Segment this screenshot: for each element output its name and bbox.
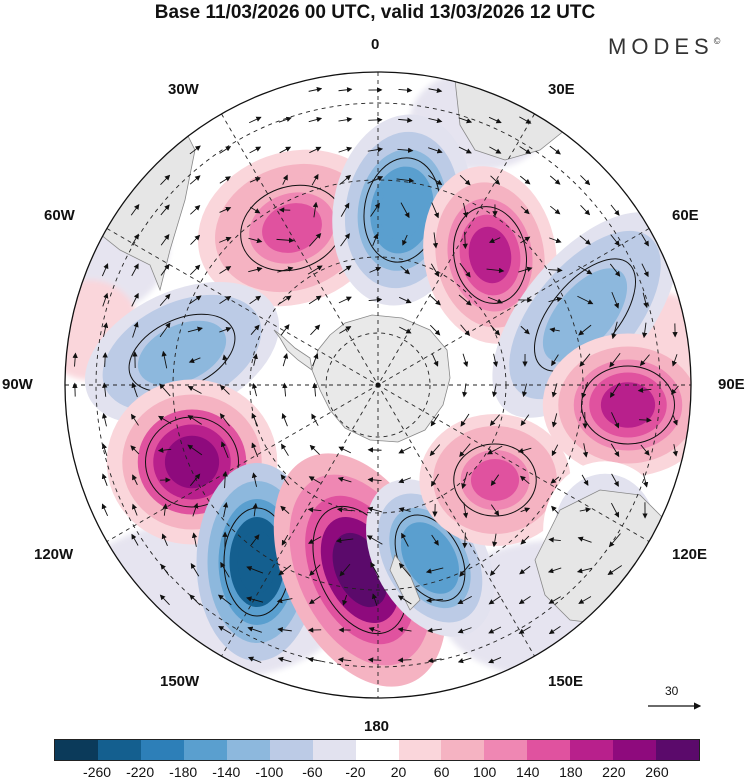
lon-label-30w: 30W [168,81,199,98]
colorbar-ticks: -260 -220 -180 -140 -100 -60 -20 20 60 100 140 180 2… [0,764,750,784]
colorbar-swatch [356,740,399,760]
colorbar-swatch [399,740,442,760]
wind-arrow [368,450,381,451]
anomaly-contour [165,436,219,489]
lon-label-150w: 150W [160,673,199,690]
lon-label-30e: 30E [548,81,575,98]
wind-arrow [368,120,381,121]
lon-label-90w: 90W [2,376,33,393]
colorbar-tick-label: 60 [434,764,450,780]
colorbar-swatch [141,740,184,760]
colorbar-swatch [184,740,227,760]
colorbar-tick-label: -260 [83,764,111,780]
anomaly-high-95e [543,334,714,477]
lon-label-180: 180 [364,718,389,735]
lon-label-0: 0 [371,36,379,53]
colorbar-swatch [527,740,570,760]
colorbar-swatch [313,740,356,760]
anomaly-contour [238,531,277,594]
wind-arrow [585,412,586,428]
polar-map[interactable] [0,0,750,735]
colorbar-tick-label: 20 [391,764,407,780]
lon-label-150e: 150E [548,673,583,690]
colorbar-tick-label: -20 [345,764,365,780]
colorbar-swatch [613,740,656,760]
colorbar-tick-label: 260 [645,764,668,780]
colorbar-swatch [570,740,613,760]
lon-label-90e: 90E [718,376,745,393]
wind-reference-label: 30 [665,684,678,698]
colorbar-tick-label: -100 [255,764,283,780]
colorbar-tick-label: 220 [602,764,625,780]
colorbar-swatch [656,740,699,760]
colorbar-swatch [227,740,270,760]
colorbar-swatch [98,740,141,760]
anomaly-contour [601,382,655,428]
lon-label-60w: 60W [44,207,75,224]
lon-label-120e: 120E [672,546,707,563]
colorbar-swatch [55,740,98,760]
south-pole-marker [376,383,381,388]
colorbar-tick-label: -180 [169,764,197,780]
colorbar-swatch [441,740,484,760]
colorbar-tick-label: -60 [302,764,322,780]
colorbar-swatch [270,740,313,760]
wind-arrow [399,660,412,661]
colorbar-tick-label: 140 [516,764,539,780]
colorbar-tick-label: 100 [473,764,496,780]
lon-label-120w: 120W [34,546,73,563]
map-disk [40,70,713,714]
lon-label-60e: 60E [672,207,699,224]
colorbar-tick-label: -140 [212,764,240,780]
colorbar-swatch [484,740,527,760]
colorbar-tick-label: 180 [559,764,582,780]
colorbar [54,739,700,761]
colorbar-tick-label: -220 [126,764,154,780]
